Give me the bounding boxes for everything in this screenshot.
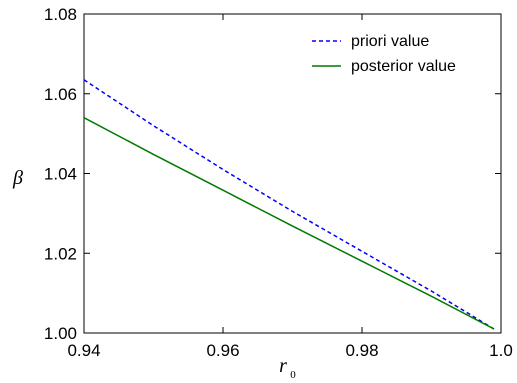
y-tick-label: 1.02 <box>44 244 77 263</box>
legend-label-priori: priori value <box>351 33 429 50</box>
series-layer <box>83 79 495 330</box>
series-line-priori <box>83 79 495 330</box>
y-tick-label: 1.06 <box>44 85 77 104</box>
plot-area <box>83 13 502 334</box>
y-tick-label: 1.08 <box>44 5 77 24</box>
y-tick-label: 1.00 <box>44 324 77 343</box>
x-axis-title: r <box>279 355 287 377</box>
x-axis-title-subscript: 0 <box>290 369 296 381</box>
x-tick-label: 0.96 <box>206 341 239 360</box>
axis-ticks: 0.94 0.96 0.98 1.0 1.00 1.02 1.04 1.06 1.08 <box>44 5 513 360</box>
series-line-posterior <box>83 117 495 330</box>
x-tick-label: 1.0 <box>489 341 513 360</box>
legend: priori value posterior value <box>312 33 456 75</box>
y-axis-title: β <box>12 167 23 189</box>
x-tick-label: 0.94 <box>67 341 100 360</box>
x-tick-label: 0.98 <box>345 341 378 360</box>
legend-label-posterior: posterior value <box>351 58 456 75</box>
y-tick-label: 1.04 <box>44 165 77 184</box>
